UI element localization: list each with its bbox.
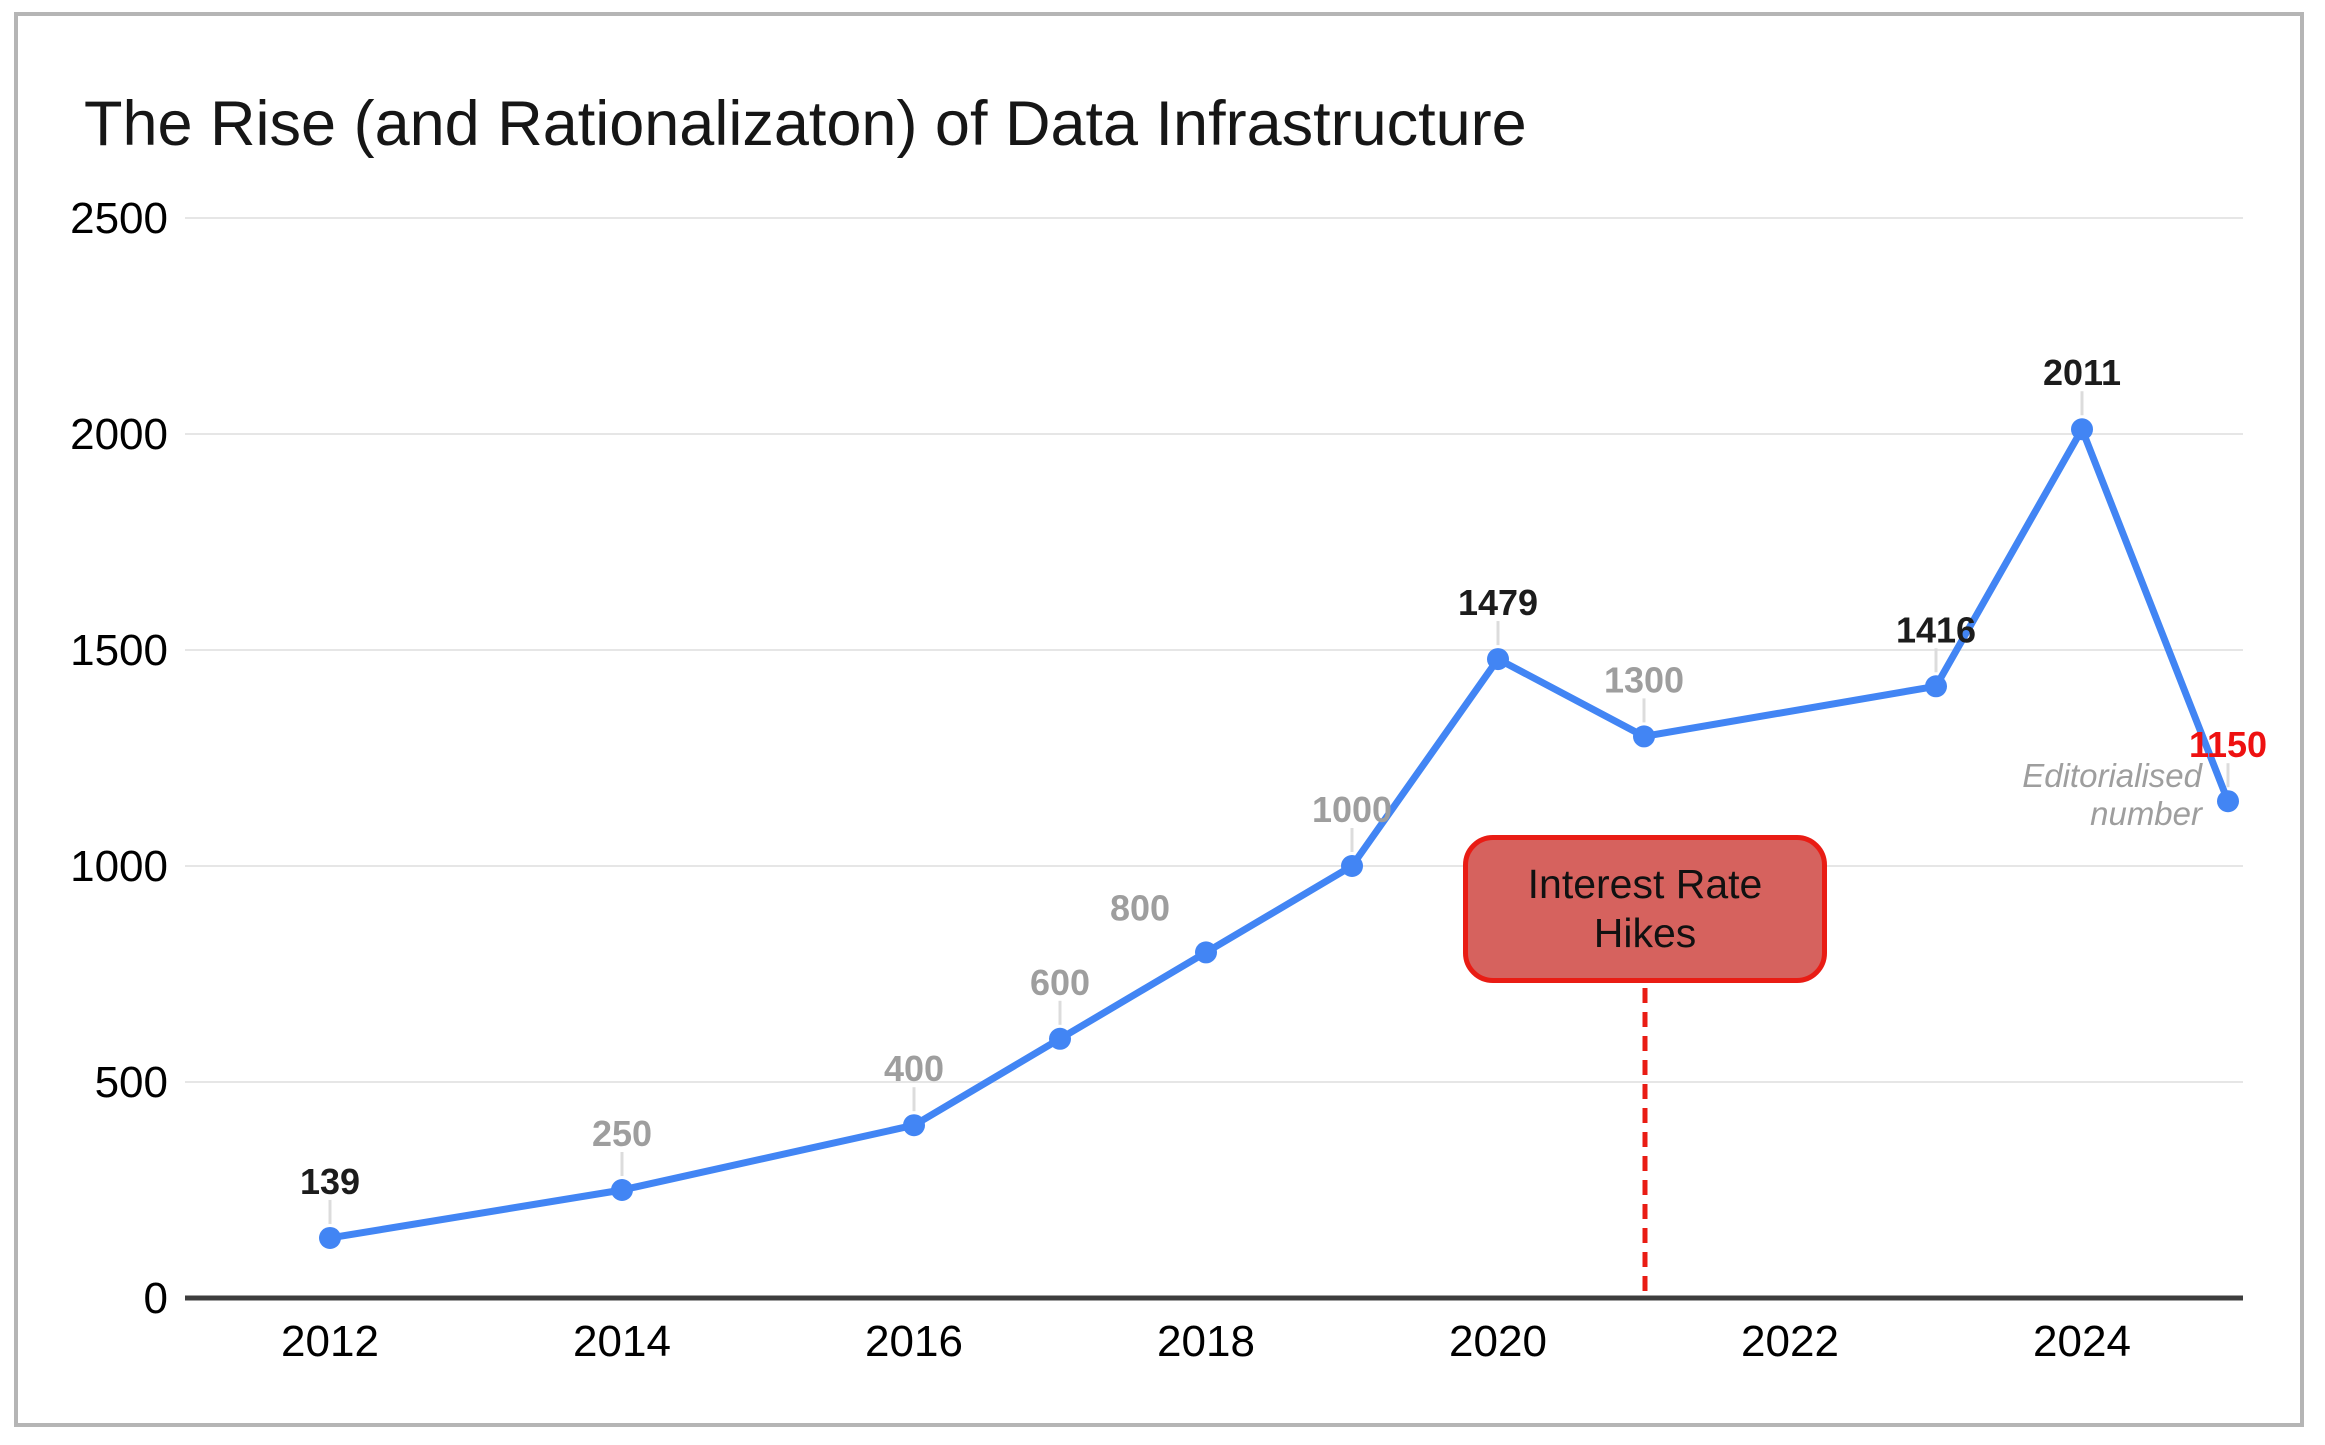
- data-point-label: 1416: [1896, 609, 1976, 650]
- data-point-label: 250: [592, 1113, 652, 1154]
- data-point: [2071, 418, 2093, 441]
- x-tick-label: 2014: [573, 1317, 671, 1366]
- data-point-label: 800: [1110, 887, 1170, 928]
- data-point: [1195, 941, 1217, 964]
- editorialised-note-line2: number: [2090, 795, 2202, 832]
- x-tick-label: 2020: [1449, 1317, 1547, 1366]
- data-point-label: 139: [300, 1161, 360, 1202]
- x-tick-label: 2022: [1741, 1317, 1839, 1366]
- y-tick-label: 0: [144, 1274, 168, 1323]
- data-point-label: 1300: [1604, 659, 1684, 700]
- x-tick-label: 2018: [1157, 1317, 1255, 1366]
- y-tick-label: 1500: [70, 626, 168, 675]
- x-tick-label: 2016: [865, 1317, 963, 1366]
- data-point-label: 600: [1030, 962, 1090, 1003]
- data-point-label: 1150: [2189, 724, 2267, 765]
- data-point: [2217, 790, 2239, 813]
- data-point: [903, 1114, 925, 1137]
- callout-label: Interest Rate Hikes: [1527, 861, 1763, 956]
- y-tick-label: 500: [95, 1058, 168, 1107]
- data-point: [1341, 855, 1363, 877]
- editorialised-note: Editorialised number: [1930, 757, 2202, 833]
- x-tick-label: 2024: [2033, 1317, 2131, 1366]
- data-point-label: 1000: [1312, 789, 1392, 830]
- y-tick-label: 2500: [70, 194, 168, 243]
- data-point: [1633, 725, 1655, 748]
- data-point: [319, 1226, 341, 1249]
- data-point: [611, 1179, 633, 1201]
- y-tick-label: 1000: [70, 842, 168, 891]
- editorialised-note-line1: Editorialised: [2022, 757, 2202, 794]
- data-point-label: 400: [884, 1048, 944, 1089]
- data-point: [1925, 675, 1947, 698]
- y-tick-label: 2000: [70, 410, 168, 459]
- data-point: [1049, 1027, 1071, 1050]
- x-tick-label: 2012: [281, 1317, 379, 1366]
- data-point-label: 2011: [2043, 352, 2121, 393]
- data-point: [1487, 648, 1509, 671]
- chart-border-frame: [14, 12, 2304, 1427]
- interest-rate-hikes-callout: Interest Rate Hikes: [1463, 835, 1827, 983]
- data-point-label: 1479: [1458, 582, 1538, 623]
- chart-title: The Rise (and Rationalizaton) of Data In…: [84, 89, 1527, 159]
